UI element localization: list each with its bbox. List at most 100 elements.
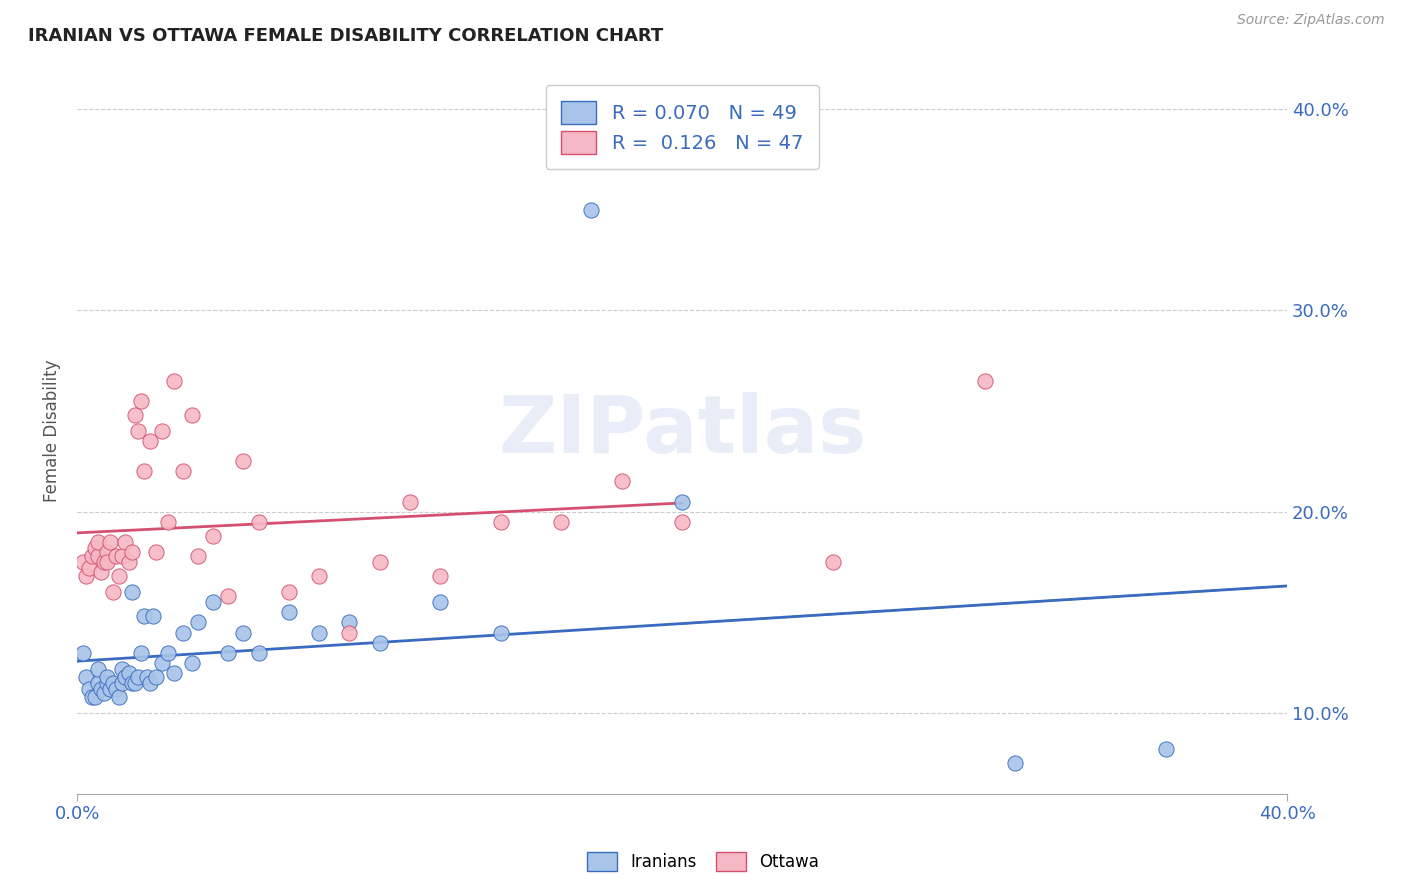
Point bbox=[111, 549, 134, 563]
Point bbox=[96, 676, 118, 690]
Point bbox=[96, 545, 118, 559]
Point bbox=[1004, 756, 1026, 771]
Point bbox=[308, 625, 330, 640]
Point bbox=[217, 646, 239, 660]
Point bbox=[108, 690, 131, 704]
Point bbox=[121, 676, 143, 690]
Point bbox=[277, 606, 299, 620]
Point bbox=[114, 670, 136, 684]
Legend: Iranians, Ottawa: Iranians, Ottawa bbox=[578, 843, 828, 880]
Point bbox=[337, 615, 360, 630]
Point bbox=[121, 545, 143, 559]
Point bbox=[368, 635, 391, 649]
Point bbox=[232, 625, 254, 640]
Point bbox=[108, 569, 131, 583]
Point bbox=[72, 555, 94, 569]
Point bbox=[127, 670, 149, 684]
Text: IRANIAN VS OTTAWA FEMALE DISABILITY CORRELATION CHART: IRANIAN VS OTTAWA FEMALE DISABILITY CORR… bbox=[28, 27, 664, 45]
Point bbox=[247, 515, 270, 529]
Point bbox=[489, 625, 512, 640]
Point bbox=[308, 569, 330, 583]
Point bbox=[138, 434, 160, 449]
Point bbox=[75, 670, 97, 684]
Point bbox=[398, 494, 420, 508]
Point bbox=[610, 475, 633, 489]
Point bbox=[117, 665, 139, 680]
Point bbox=[87, 534, 110, 549]
Point bbox=[368, 555, 391, 569]
Point bbox=[77, 561, 100, 575]
Point bbox=[77, 681, 100, 696]
Point bbox=[550, 515, 572, 529]
Point bbox=[277, 585, 299, 599]
Point bbox=[105, 549, 128, 563]
Point bbox=[93, 555, 115, 569]
Point bbox=[90, 565, 112, 579]
Point bbox=[98, 681, 121, 696]
Point bbox=[150, 424, 173, 438]
Point bbox=[87, 676, 110, 690]
Point bbox=[172, 625, 194, 640]
Point bbox=[145, 545, 167, 559]
Point bbox=[114, 534, 136, 549]
Point bbox=[1154, 742, 1177, 756]
Point bbox=[72, 646, 94, 660]
Point bbox=[156, 646, 179, 660]
Point bbox=[111, 676, 134, 690]
Point bbox=[823, 555, 845, 569]
Point bbox=[973, 374, 995, 388]
Point bbox=[150, 656, 173, 670]
Point bbox=[121, 585, 143, 599]
Text: ZIPatlas: ZIPatlas bbox=[498, 392, 866, 470]
Point bbox=[96, 670, 118, 684]
Point bbox=[142, 609, 165, 624]
Point bbox=[82, 690, 104, 704]
Point bbox=[202, 529, 225, 543]
Point bbox=[581, 202, 603, 217]
Point bbox=[84, 541, 107, 555]
Point bbox=[172, 464, 194, 478]
Point bbox=[87, 662, 110, 676]
Point bbox=[103, 676, 125, 690]
Point bbox=[90, 681, 112, 696]
Point bbox=[84, 690, 107, 704]
Y-axis label: Female Disability: Female Disability bbox=[44, 359, 60, 502]
Point bbox=[124, 408, 146, 422]
Point bbox=[132, 609, 155, 624]
Point bbox=[671, 494, 693, 508]
Point bbox=[429, 595, 451, 609]
Point bbox=[337, 625, 360, 640]
Point bbox=[187, 549, 209, 563]
Point bbox=[111, 662, 134, 676]
Point bbox=[98, 534, 121, 549]
Text: Source: ZipAtlas.com: Source: ZipAtlas.com bbox=[1237, 13, 1385, 28]
Point bbox=[217, 589, 239, 603]
Point bbox=[181, 408, 204, 422]
Legend: R = 0.070   N = 49, R =  0.126   N = 47: R = 0.070 N = 49, R = 0.126 N = 47 bbox=[546, 86, 818, 169]
Point bbox=[75, 569, 97, 583]
Point bbox=[103, 585, 125, 599]
Point bbox=[181, 656, 204, 670]
Point bbox=[87, 549, 110, 563]
Point bbox=[82, 549, 104, 563]
Point bbox=[163, 374, 186, 388]
Point bbox=[132, 464, 155, 478]
Point bbox=[671, 515, 693, 529]
Point bbox=[163, 665, 186, 680]
Point bbox=[247, 646, 270, 660]
Point bbox=[127, 424, 149, 438]
Point bbox=[187, 615, 209, 630]
Point bbox=[93, 686, 115, 700]
Point bbox=[124, 676, 146, 690]
Point bbox=[232, 454, 254, 468]
Point bbox=[489, 515, 512, 529]
Point bbox=[135, 670, 157, 684]
Point bbox=[129, 393, 152, 408]
Point bbox=[429, 569, 451, 583]
Point bbox=[129, 646, 152, 660]
Point bbox=[117, 555, 139, 569]
Point bbox=[202, 595, 225, 609]
Point bbox=[138, 676, 160, 690]
Point bbox=[156, 515, 179, 529]
Point bbox=[145, 670, 167, 684]
